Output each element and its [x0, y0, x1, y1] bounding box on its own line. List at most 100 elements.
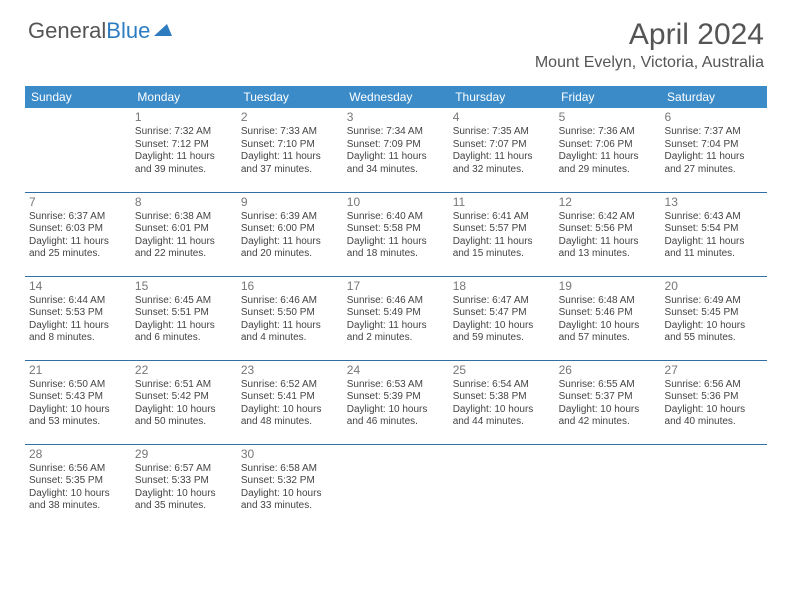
daylight-text-1: Daylight: 11 hours	[665, 236, 763, 249]
sunrise-text: Sunrise: 6:46 AM	[347, 295, 445, 308]
sunrise-text: Sunrise: 6:44 AM	[29, 295, 127, 308]
daylight-text-1: Daylight: 11 hours	[559, 151, 657, 164]
day-number: 20	[665, 279, 763, 294]
weekday-header: Sunday	[25, 86, 131, 108]
daylight-text-1: Daylight: 10 hours	[347, 404, 445, 417]
daylight-text-2: and 4 minutes.	[241, 332, 339, 345]
weekday-header: Tuesday	[237, 86, 343, 108]
calendar-day-cell: 15Sunrise: 6:45 AMSunset: 5:51 PMDayligh…	[131, 276, 237, 360]
calendar-day-cell: 27Sunrise: 6:56 AMSunset: 5:36 PMDayligh…	[661, 360, 767, 444]
sunset-text: Sunset: 5:50 PM	[241, 307, 339, 320]
sunset-text: Sunset: 5:54 PM	[665, 223, 763, 236]
daylight-text-1: Daylight: 11 hours	[241, 151, 339, 164]
logo: GeneralBlue	[28, 18, 176, 44]
daylight-text-1: Daylight: 10 hours	[241, 404, 339, 417]
location-subtitle: Mount Evelyn, Victoria, Australia	[535, 54, 764, 72]
calendar-day-cell: 28Sunrise: 6:56 AMSunset: 5:35 PMDayligh…	[25, 444, 131, 528]
daylight-text-1: Daylight: 10 hours	[665, 320, 763, 333]
sunrise-text: Sunrise: 6:41 AM	[453, 211, 551, 224]
calendar-day-cell: 13Sunrise: 6:43 AMSunset: 5:54 PMDayligh…	[661, 192, 767, 276]
sunset-text: Sunset: 7:10 PM	[241, 139, 339, 152]
calendar-blank-cell	[555, 444, 661, 528]
daylight-text-2: and 32 minutes.	[453, 164, 551, 177]
sunset-text: Sunset: 5:32 PM	[241, 475, 339, 488]
calendar-day-cell: 23Sunrise: 6:52 AMSunset: 5:41 PMDayligh…	[237, 360, 343, 444]
daylight-text-1: Daylight: 10 hours	[135, 488, 233, 501]
calendar-day-cell: 5Sunrise: 7:36 AMSunset: 7:06 PMDaylight…	[555, 108, 661, 192]
daylight-text-1: Daylight: 11 hours	[347, 320, 445, 333]
daylight-text-1: Daylight: 10 hours	[29, 488, 127, 501]
day-number: 12	[559, 195, 657, 210]
sunrise-text: Sunrise: 6:42 AM	[559, 211, 657, 224]
sunrise-text: Sunrise: 6:58 AM	[241, 463, 339, 476]
day-number: 6	[665, 110, 763, 125]
day-number: 2	[241, 110, 339, 125]
daylight-text-2: and 22 minutes.	[135, 248, 233, 261]
sunset-text: Sunset: 5:57 PM	[453, 223, 551, 236]
calendar-day-cell: 1Sunrise: 7:32 AMSunset: 7:12 PMDaylight…	[131, 108, 237, 192]
daylight-text-1: Daylight: 11 hours	[347, 151, 445, 164]
page-title: April 2024	[535, 18, 764, 52]
sunrise-text: Sunrise: 6:37 AM	[29, 211, 127, 224]
logo-text-1: General	[28, 18, 106, 44]
calendar-day-cell: 26Sunrise: 6:55 AMSunset: 5:37 PMDayligh…	[555, 360, 661, 444]
daylight-text-1: Daylight: 11 hours	[347, 236, 445, 249]
sunset-text: Sunset: 5:49 PM	[347, 307, 445, 320]
sunrise-text: Sunrise: 6:57 AM	[135, 463, 233, 476]
daylight-text-2: and 13 minutes.	[559, 248, 657, 261]
day-number: 29	[135, 447, 233, 462]
calendar-day-cell: 21Sunrise: 6:50 AMSunset: 5:43 PMDayligh…	[25, 360, 131, 444]
calendar-table: SundayMondayTuesdayWednesdayThursdayFrid…	[25, 86, 767, 528]
daylight-text-2: and 59 minutes.	[453, 332, 551, 345]
daylight-text-2: and 20 minutes.	[241, 248, 339, 261]
day-number: 11	[453, 195, 551, 210]
daylight-text-1: Daylight: 11 hours	[135, 236, 233, 249]
daylight-text-1: Daylight: 11 hours	[559, 236, 657, 249]
sunset-text: Sunset: 5:53 PM	[29, 307, 127, 320]
sunrise-text: Sunrise: 6:48 AM	[559, 295, 657, 308]
sunrise-text: Sunrise: 6:39 AM	[241, 211, 339, 224]
sunset-text: Sunset: 5:47 PM	[453, 307, 551, 320]
day-number: 28	[29, 447, 127, 462]
sunset-text: Sunset: 7:07 PM	[453, 139, 551, 152]
daylight-text-1: Daylight: 11 hours	[135, 151, 233, 164]
calendar-day-cell: 2Sunrise: 7:33 AMSunset: 7:10 PMDaylight…	[237, 108, 343, 192]
sunrise-text: Sunrise: 6:38 AM	[135, 211, 233, 224]
daylight-text-1: Daylight: 10 hours	[241, 488, 339, 501]
calendar-day-cell: 6Sunrise: 7:37 AMSunset: 7:04 PMDaylight…	[661, 108, 767, 192]
sunset-text: Sunset: 5:39 PM	[347, 391, 445, 404]
sunset-text: Sunset: 5:46 PM	[559, 307, 657, 320]
sunset-text: Sunset: 6:01 PM	[135, 223, 233, 236]
daylight-text-2: and 6 minutes.	[135, 332, 233, 345]
daylight-text-1: Daylight: 11 hours	[665, 151, 763, 164]
sunset-text: Sunset: 6:03 PM	[29, 223, 127, 236]
day-number: 25	[453, 363, 551, 378]
sunrise-text: Sunrise: 6:51 AM	[135, 379, 233, 392]
weekday-header: Thursday	[449, 86, 555, 108]
day-number: 5	[559, 110, 657, 125]
daylight-text-2: and 8 minutes.	[29, 332, 127, 345]
calendar-day-cell: 12Sunrise: 6:42 AMSunset: 5:56 PMDayligh…	[555, 192, 661, 276]
day-number: 8	[135, 195, 233, 210]
calendar-week-row: 14Sunrise: 6:44 AMSunset: 5:53 PM Dayligh…	[25, 276, 767, 360]
sunrise-text: Sunrise: 7:32 AM	[135, 126, 233, 139]
weekday-header: Saturday	[661, 86, 767, 108]
daylight-text-2: and 46 minutes.	[347, 416, 445, 429]
sunrise-text: Sunrise: 6:56 AM	[665, 379, 763, 392]
day-number: 30	[241, 447, 339, 462]
daylight-text-2: and 57 minutes.	[559, 332, 657, 345]
daylight-text-1: Daylight: 11 hours	[453, 151, 551, 164]
day-number: 14	[29, 279, 127, 294]
daylight-text-1: Daylight: 11 hours	[453, 236, 551, 249]
sunrise-text: Sunrise: 6:47 AM	[453, 295, 551, 308]
calendar-blank-cell	[449, 444, 555, 528]
day-number: 9	[241, 195, 339, 210]
sunset-text: Sunset: 7:06 PM	[559, 139, 657, 152]
sunrise-text: Sunrise: 6:45 AM	[135, 295, 233, 308]
day-number: 26	[559, 363, 657, 378]
daylight-text-1: Daylight: 10 hours	[453, 320, 551, 333]
daylight-text-1: Daylight: 10 hours	[29, 404, 127, 417]
calendar-day-cell: 22Sunrise: 6:51 AMSunset: 5:42 PMDayligh…	[131, 360, 237, 444]
daylight-text-2: and 55 minutes.	[665, 332, 763, 345]
day-number: 21	[29, 363, 127, 378]
